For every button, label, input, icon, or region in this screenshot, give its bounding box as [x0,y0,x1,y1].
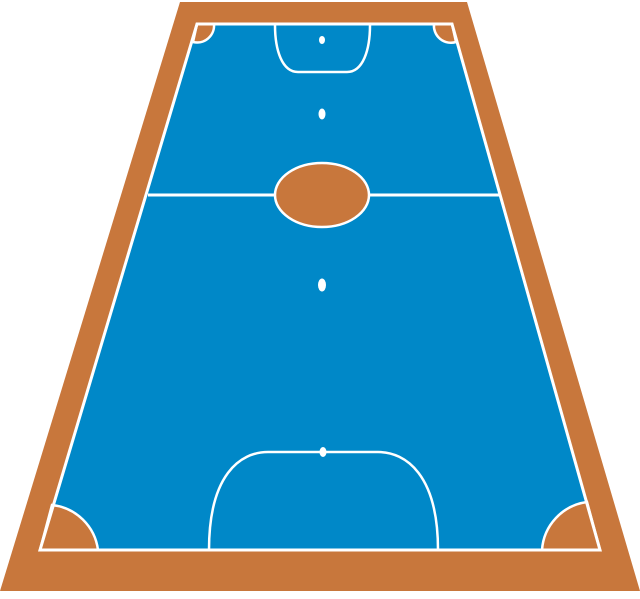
boundary-line [37,22,602,552]
corner-arc-bottom-right [540,500,602,552]
second-penalty-spot-near [318,278,326,292]
penalty-spot-near [319,447,327,457]
second-penalty-spot-far [318,108,326,120]
center-circle [273,161,371,229]
penalty-area-far [273,24,372,74]
corner-arc-bottom-left [38,503,100,552]
penalty-spot-far [319,36,325,44]
